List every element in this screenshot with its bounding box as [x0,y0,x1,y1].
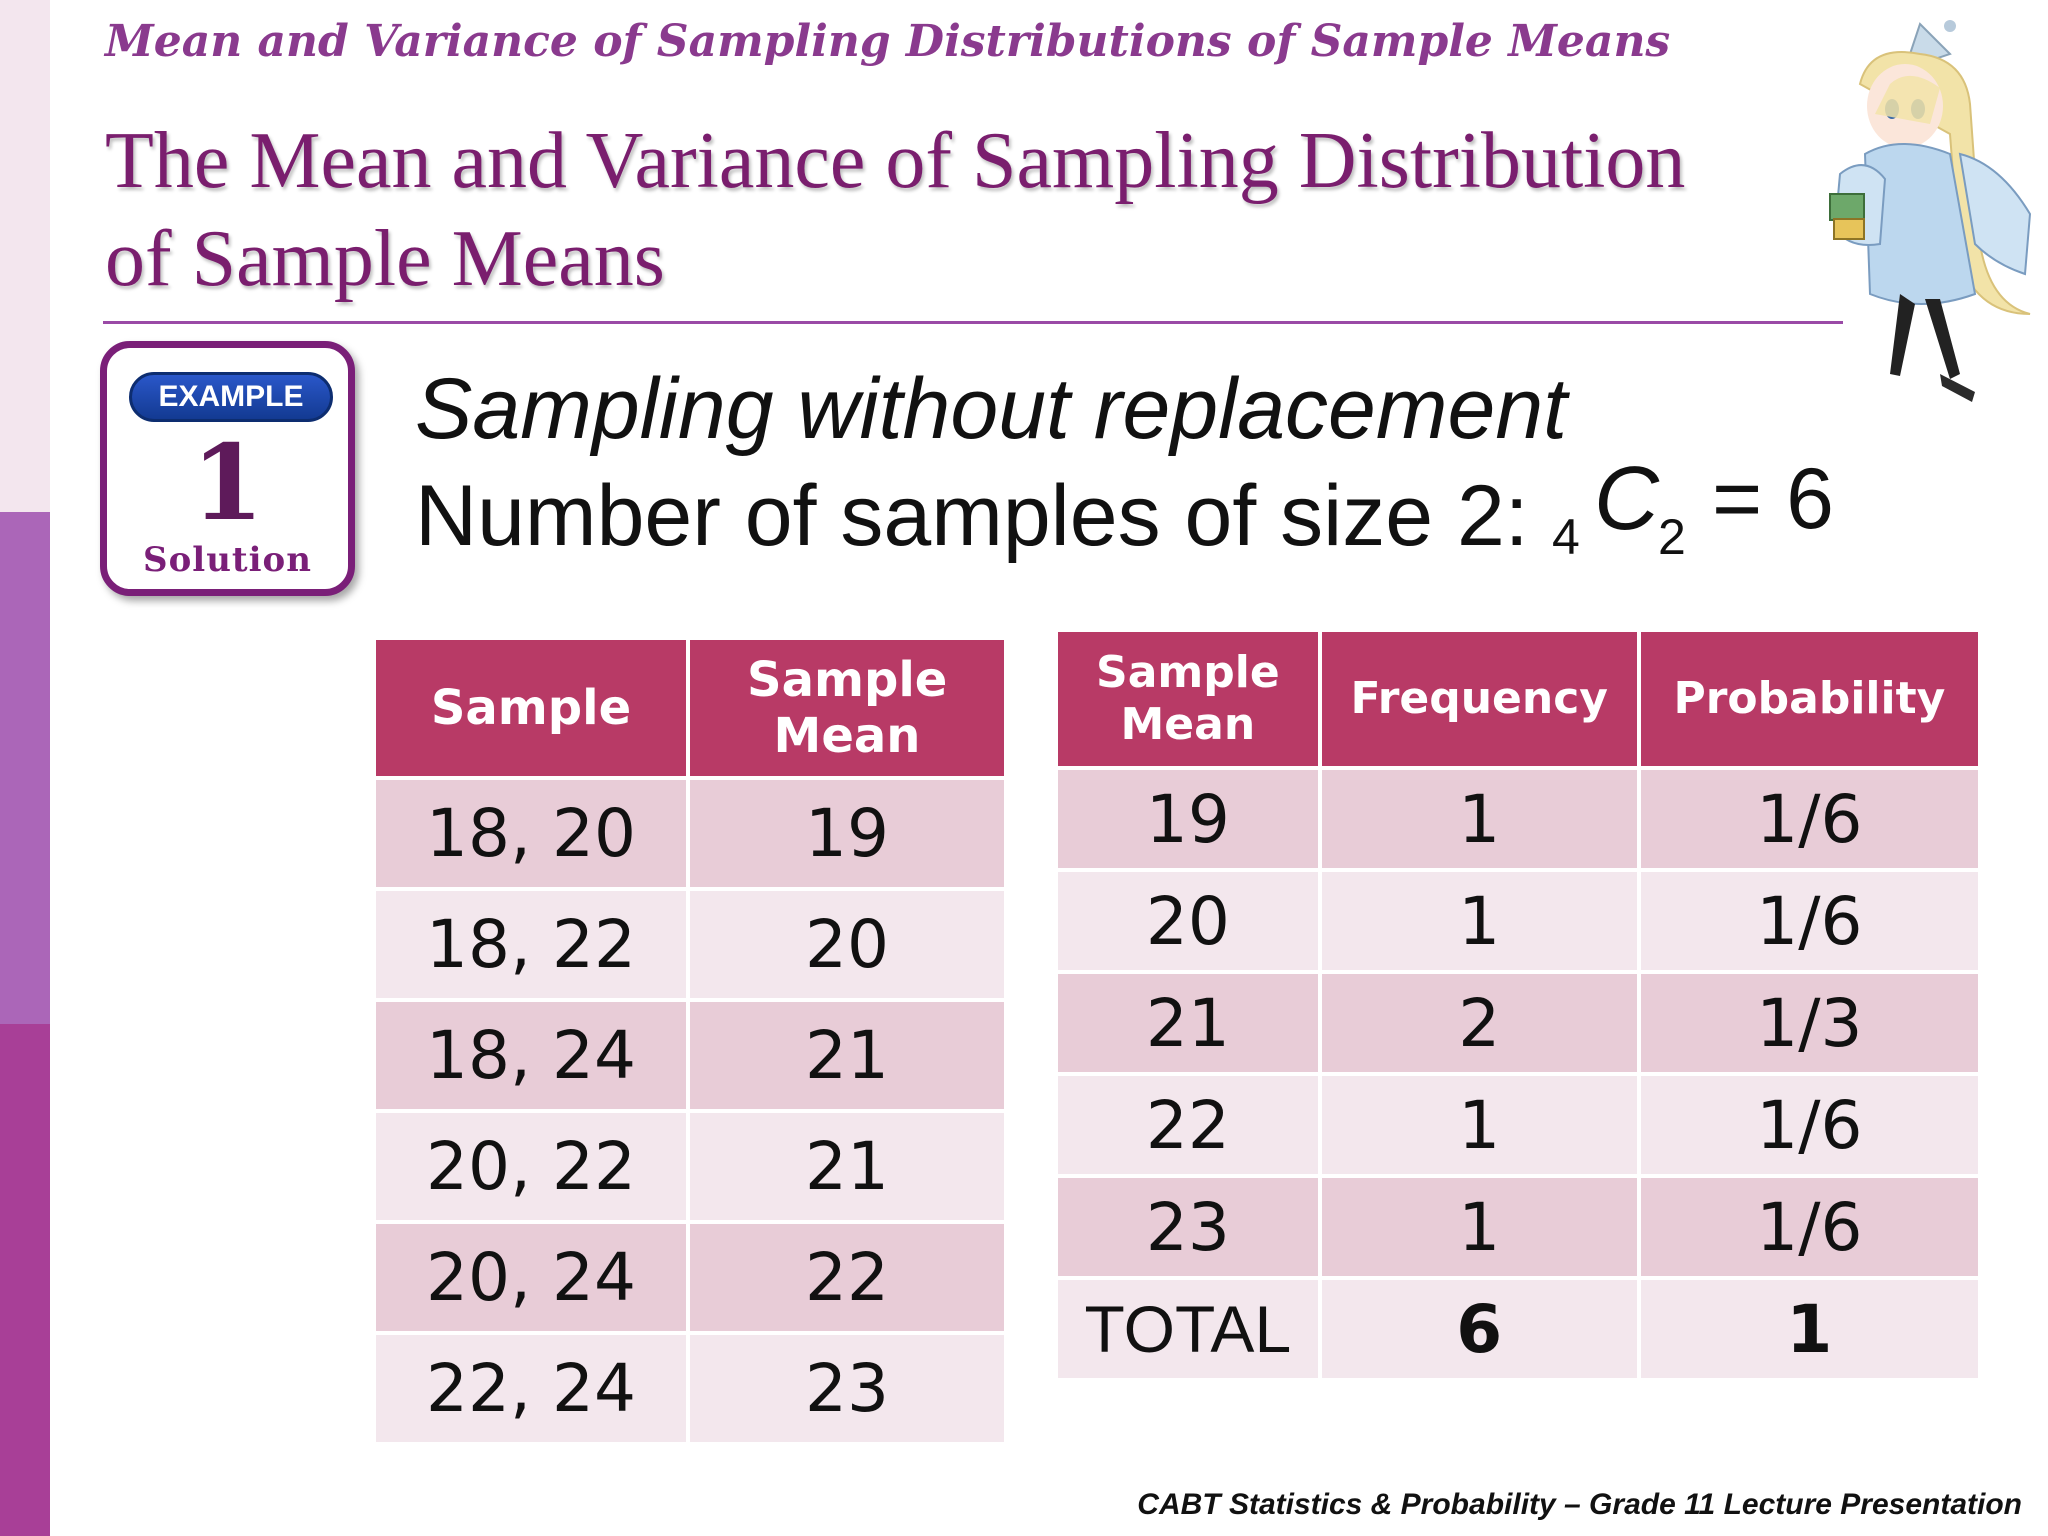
table-row: 21 2 1/3 [1058,974,1978,1072]
formula-symbol: C [1594,449,1659,549]
samples-table: Sample Sample Mean 18, 20 19 18, 22 20 1… [372,636,1008,1446]
sample-cell: 18, 24 [376,1002,686,1109]
total-row: TOTAL 6 1 [1058,1280,1978,1378]
example-label: EXAMPLE [129,372,333,422]
title-divider [103,321,1843,324]
number-of-samples-text: Number of samples of size 2: [415,468,1529,564]
slide-subtitle: Mean and Variance of Sampling Distributi… [105,16,1671,67]
header-sample-mean: Sample Mean [690,640,1004,776]
samples-table-header: Sample Sample Mean [376,640,1004,776]
combination-formula: 4 C 2 = 6 [1552,448,1882,568]
example-number: 1 [191,421,264,544]
header-sample-mean: Sample Mean [1058,632,1318,766]
distribution-table-header: Sample Mean Frequency Probability [1058,632,1978,766]
sample-mean-cell: 21 [690,1002,1004,1109]
probability-cell: 1/6 [1640,872,1978,970]
table-row: 19 1 1/6 [1058,770,1978,868]
sample-mean-cell: 21 [690,1113,1004,1220]
solution-label: Solution [143,540,312,580]
total-label: TOTAL [1058,1280,1318,1378]
mean-cell: 23 [1058,1178,1318,1276]
sample-mean-cell: 19 [690,780,1004,887]
table-row: 23 1 1/6 [1058,1178,1978,1276]
probability-cell: 1/6 [1640,1076,1978,1174]
frequency-cell: 1 [1321,770,1637,868]
example-badge: EXAMPLE 1 Solution [100,341,355,596]
table-row: 20, 24 22 [376,1224,1004,1331]
frequency-cell: 1 [1321,872,1637,970]
frequency-cell: 2 [1321,974,1637,1072]
probability-cell: 1/6 [1640,1178,1978,1276]
slide-title-line2: of Sample Means [105,215,665,303]
frequency-cell: 1 [1321,1178,1637,1276]
sample-cell: 18, 20 [376,780,686,887]
sample-cell: 20, 22 [376,1113,686,1220]
table-row: 18, 20 19 [376,780,1004,887]
mean-cell: 20 [1058,872,1318,970]
sample-cell: 20, 24 [376,1224,686,1331]
formula-post-subscript: 2 [1658,509,1686,565]
table-row: 22 1 1/6 [1058,1076,1978,1174]
slide-title: The Mean and Variance of Sampling Distri… [105,112,1755,308]
table-row: 18, 22 20 [376,891,1004,998]
formula-result: = 6 [1712,451,1834,547]
formula-pre-subscript: 4 [1552,509,1580,565]
sample-cell: 22, 24 [376,1335,686,1442]
header-sample: Sample [376,640,686,776]
table-row: 22, 24 23 [376,1335,1004,1442]
header-frequency: Frequency [1321,632,1637,766]
mean-cell: 21 [1058,974,1318,1072]
sample-mean-cell: 23 [690,1335,1004,1442]
sampling-method-text: Sampling without replacement [415,361,1568,457]
side-strip-middle [0,512,50,1024]
sample-cell: 18, 22 [376,891,686,998]
side-strip-bottom [0,1024,50,1536]
mean-cell: 19 [1058,770,1318,868]
slide-title-line1: The Mean and Variance of Sampling Distri… [105,117,1686,205]
total-frequency: 6 [1321,1280,1637,1378]
sample-mean-cell: 22 [690,1224,1004,1331]
anime-character-illustration [1829,20,2032,402]
probability-cell: 1/6 [1640,770,1978,868]
frequency-cell: 1 [1321,1076,1637,1174]
side-strip-top [0,0,50,512]
sample-mean-cell: 20 [690,891,1004,998]
probability-cell: 1/3 [1640,974,1978,1072]
table-row: 18, 24 21 [376,1002,1004,1109]
total-probability: 1 [1640,1280,1978,1378]
table-row: 20, 22 21 [376,1113,1004,1220]
distribution-table: Sample Mean Frequency Probability 19 1 1… [1054,628,1982,1382]
mean-cell: 22 [1058,1076,1318,1174]
footer-credit: CABT Statistics & Probability – Grade 11… [1137,1488,2022,1521]
header-probability: Probability [1640,632,1978,766]
table-row: 20 1 1/6 [1058,872,1978,970]
